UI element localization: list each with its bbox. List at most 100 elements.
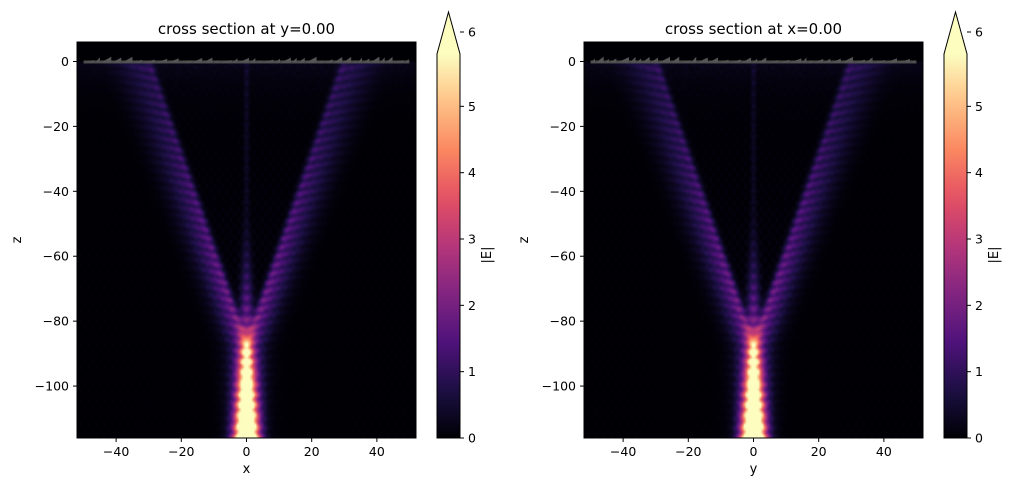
structure-element bbox=[729, 59, 741, 63]
colorbar-tick-label: 1 bbox=[468, 364, 476, 379]
x-tick-label: −40 bbox=[610, 444, 636, 459]
structure-element bbox=[317, 60, 324, 63]
colorbar-outline bbox=[943, 10, 968, 439]
y-tick-label: 0 bbox=[61, 54, 69, 69]
colorbar-extend-arrow bbox=[944, 12, 967, 54]
colorbar-tick-label: 0 bbox=[468, 431, 476, 446]
structure-element bbox=[305, 56, 317, 63]
colorbar: 0 1 2 3 4 5 6 |E| bbox=[943, 10, 1002, 446]
structure-element bbox=[362, 58, 370, 63]
structure-element bbox=[807, 60, 813, 63]
structure-element bbox=[232, 58, 238, 63]
structure-element bbox=[813, 58, 824, 63]
structure-element bbox=[370, 56, 380, 63]
structure-element bbox=[885, 58, 897, 63]
y-tick-label: −60 bbox=[550, 249, 576, 264]
colorbar-label: |E| bbox=[987, 247, 1002, 264]
structure-element bbox=[256, 60, 261, 63]
structure-element bbox=[802, 57, 807, 63]
structure-element bbox=[142, 59, 155, 63]
colorbar-gradient bbox=[437, 54, 460, 438]
structure-element bbox=[708, 57, 718, 63]
structure-element bbox=[595, 56, 604, 63]
structure-element bbox=[873, 59, 885, 63]
structure-element bbox=[238, 57, 250, 63]
structure-element bbox=[385, 56, 393, 63]
y-tick-label: −40 bbox=[550, 184, 576, 199]
colorbar-tick-label: 6 bbox=[975, 25, 983, 40]
colorbar: 0 1 2 3 4 5 6 |E| bbox=[436, 10, 495, 446]
chart-title: cross section at x=0.00 bbox=[665, 20, 842, 38]
chart-title: cross section at y=0.00 bbox=[158, 20, 335, 38]
colorbar-tick-label: 0 bbox=[975, 431, 983, 446]
x-tick-label: −40 bbox=[103, 444, 129, 459]
structure-element bbox=[831, 58, 841, 63]
structure-element bbox=[897, 59, 910, 63]
structure-element bbox=[122, 56, 133, 63]
structure-element bbox=[133, 59, 142, 63]
structure-element bbox=[357, 57, 363, 63]
structure-element bbox=[179, 60, 192, 63]
structure-element bbox=[841, 56, 853, 63]
y-tick-label: −60 bbox=[43, 249, 69, 264]
structure-element bbox=[590, 58, 595, 63]
y-tick-label: −100 bbox=[542, 379, 576, 394]
structure-element bbox=[250, 58, 256, 63]
structure-element bbox=[865, 57, 873, 63]
structure-element bbox=[779, 59, 790, 63]
structure-element bbox=[718, 59, 729, 63]
colorbar-tick-label: 5 bbox=[468, 99, 476, 114]
structure-element bbox=[617, 57, 630, 63]
x-axis-label: y bbox=[750, 462, 758, 477]
x-tick-label: 20 bbox=[811, 444, 827, 459]
y-tick-label: 0 bbox=[568, 54, 576, 69]
colorbar-tick-label: 3 bbox=[975, 232, 983, 247]
structure-element bbox=[219, 59, 232, 63]
x-tick-label: −20 bbox=[675, 444, 701, 459]
structure-element bbox=[636, 58, 642, 63]
colorbar-tick-label: 5 bbox=[975, 99, 983, 114]
colorbar-tick-label: 1 bbox=[975, 364, 983, 379]
structure-element bbox=[629, 56, 636, 63]
colorbar-extend-arrow bbox=[437, 12, 460, 54]
structure-element bbox=[297, 57, 305, 63]
structure-element bbox=[609, 58, 617, 63]
surface-structure bbox=[83, 56, 410, 64]
structure-element bbox=[203, 57, 213, 63]
y-tick-label: −100 bbox=[35, 379, 69, 394]
structure-element bbox=[333, 56, 343, 63]
structure-element bbox=[380, 57, 385, 63]
colorbar-gradient bbox=[944, 54, 967, 438]
structure-element bbox=[659, 56, 671, 63]
structure-element bbox=[690, 56, 697, 63]
structure-element bbox=[155, 58, 168, 63]
structure-element bbox=[281, 57, 291, 63]
structure-element bbox=[790, 58, 802, 63]
structure-element bbox=[95, 57, 100, 63]
structure-element bbox=[853, 59, 865, 63]
structure-element bbox=[343, 56, 352, 63]
structure-element bbox=[697, 57, 708, 63]
x-axis-label: x bbox=[243, 462, 251, 477]
x-tick-label: 40 bbox=[876, 444, 892, 459]
x-tick-label: −20 bbox=[168, 444, 194, 459]
structure-element bbox=[274, 58, 281, 63]
field-image bbox=[584, 42, 923, 438]
structure-element bbox=[352, 60, 357, 63]
structure-element bbox=[758, 57, 767, 63]
colorbar-label: |E| bbox=[480, 247, 495, 264]
colorbar-tick-label: 2 bbox=[468, 298, 476, 313]
structure-element bbox=[213, 60, 220, 63]
structure-element bbox=[680, 60, 690, 63]
colorbar-tick-label: 6 bbox=[468, 25, 476, 40]
x-tick-label: 40 bbox=[369, 444, 385, 459]
y-tick-label: −80 bbox=[43, 314, 69, 329]
structure-element bbox=[393, 60, 404, 63]
structure-element bbox=[404, 59, 409, 63]
colorbar-tick-label: 4 bbox=[468, 165, 476, 180]
structure-element bbox=[324, 59, 333, 63]
field-image bbox=[77, 42, 416, 438]
y-axis-label: z bbox=[517, 236, 532, 243]
structure-element bbox=[604, 58, 609, 63]
